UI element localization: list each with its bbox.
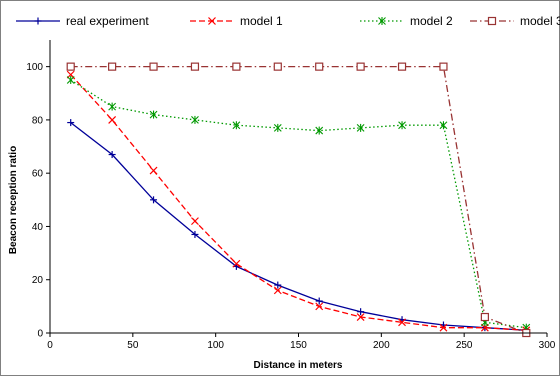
series-2 [66,70,531,335]
series-line [70,65,527,334]
data-point [108,62,117,71]
data-point [191,230,199,238]
data-point [108,151,116,159]
data-point [108,102,117,111]
x-tick-label: 250 [456,340,473,351]
data-point [191,217,199,226]
data-point [149,62,158,71]
series-line [70,79,527,329]
data-point [273,286,282,295]
legend-marker [208,17,216,25]
data-point [191,115,199,124]
data-point [66,75,75,84]
data-point [190,62,200,71]
x-axis-title: Distance in meters [254,360,343,371]
axes: 0 20 40 60 80 100 0 50 100 150 200 250 300 [26,40,556,351]
y-tick-label: 40 [32,222,44,233]
legend-marker [487,16,497,26]
legend-item: model 1 [190,14,283,28]
data-point [232,121,241,130]
data-point [273,123,282,132]
data-point [439,121,448,130]
data-point [315,126,324,135]
legend-label: real experiment [66,14,149,28]
data-point [149,166,158,175]
data-point [315,297,323,305]
x-tick-label: 0 [47,340,53,351]
x-tick-label: 50 [127,340,139,351]
legend-label: model 3 [520,14,560,28]
legend-item: model 3 [470,14,560,28]
x-tick-label: 200 [373,340,390,351]
data-point [356,123,365,132]
x-tick-label: 100 [207,340,224,351]
legend-item: real experiment [16,14,149,28]
legend-marker [34,17,42,25]
x-tick-label: 150 [290,340,307,351]
series-line [70,74,527,331]
legend-label: model 1 [240,14,283,28]
data-point [149,110,158,119]
legend-marker [378,17,386,25]
data-point [480,312,489,322]
data-point [232,62,241,71]
data-point [398,318,406,327]
data-point [439,62,448,71]
y-axis-title: Beacon reception ratio [8,146,19,254]
data-point [398,121,406,130]
data-point [397,62,407,71]
data-point [274,281,282,289]
data-point [150,196,158,204]
data-point [66,62,75,71]
series-line [70,122,527,331]
y-tick-label: 80 [32,115,44,126]
legend: real experiment model 1 model 2 model 3 [16,14,560,28]
data-point [315,302,324,311]
data-point [357,308,365,316]
data-point [356,313,365,321]
data-point [108,115,117,124]
legend-item: model 2 [360,14,453,28]
y-tick-label: 20 [32,275,44,286]
data-point [315,62,324,71]
y-tick-label: 0 [37,329,43,340]
data-point [232,259,241,268]
y-tick-label: 60 [32,169,44,180]
x-tick-label: 300 [539,340,556,351]
data-point [67,119,75,127]
data-point [439,323,448,332]
legend-label: model 2 [410,14,453,28]
data-point [273,62,282,71]
y-tick-label: 100 [26,62,43,73]
data-point [356,62,365,71]
